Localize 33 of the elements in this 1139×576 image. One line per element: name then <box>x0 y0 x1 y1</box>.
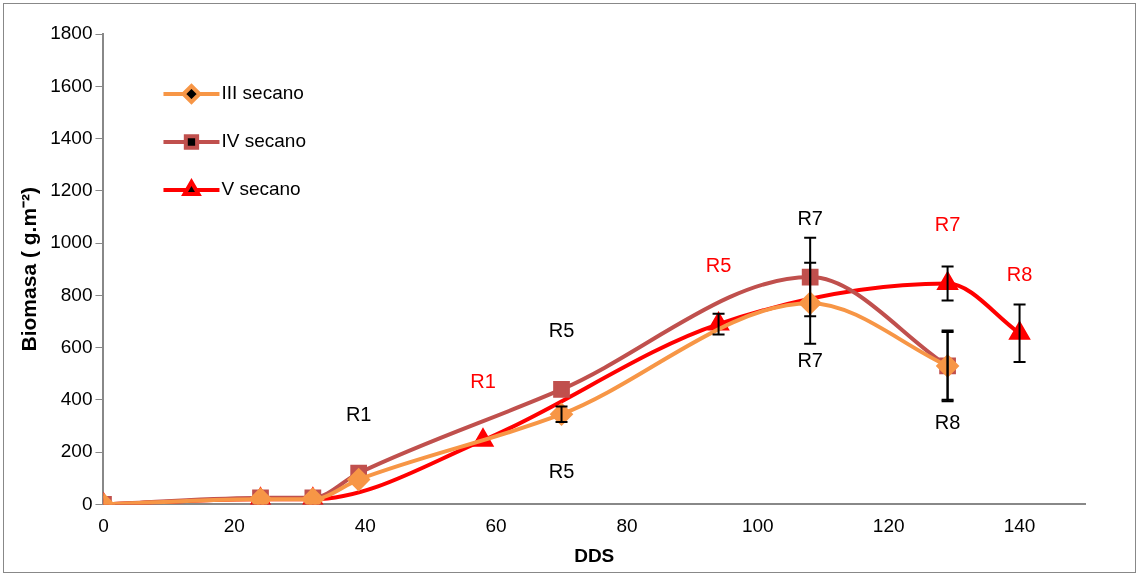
y-tick-label: 1200 <box>50 179 93 201</box>
annotation: R7 <box>934 213 961 236</box>
annotation: R5 <box>548 318 575 341</box>
annotation: R5 <box>548 459 575 482</box>
x-tick-label: 80 <box>616 515 638 537</box>
x-tick-label: 100 <box>741 515 774 537</box>
x-tick-label: 120 <box>872 515 905 537</box>
annotation: R8 <box>934 411 961 434</box>
y-tick-label: 800 <box>60 283 93 305</box>
annotation: R1 <box>345 402 372 425</box>
annotation: R5 <box>705 253 732 276</box>
annotation: R8 <box>1006 262 1033 285</box>
y-tick-label: 1000 <box>50 231 93 253</box>
x-tick-label: 60 <box>485 515 507 537</box>
y-axis-title: Biomasa ( g.m⁻²) <box>17 186 41 352</box>
annotation: R7 <box>797 206 823 229</box>
legend-label: IV secano <box>221 130 306 152</box>
x-tick-label: 40 <box>354 515 376 537</box>
x-tick-label: 0 <box>98 515 109 537</box>
y-tick-label: 400 <box>60 388 93 410</box>
annotation: R1 <box>470 369 496 392</box>
y-tick-label: 200 <box>60 440 93 462</box>
y-tick-label: 1600 <box>50 74 93 96</box>
legend-label: III secano <box>221 82 304 104</box>
y-tick-label: 600 <box>60 335 93 357</box>
x-tick-label: 20 <box>223 515 245 537</box>
y-tick-label: 0 <box>81 492 93 514</box>
x-tick-label: 140 <box>1003 515 1036 537</box>
legend-label: V secano <box>221 178 301 200</box>
annotation: R7 <box>797 348 823 371</box>
x-axis-title: DDS <box>574 544 615 566</box>
y-tick-label: 1400 <box>50 126 93 148</box>
y-tick-label: 1800 <box>50 22 93 44</box>
